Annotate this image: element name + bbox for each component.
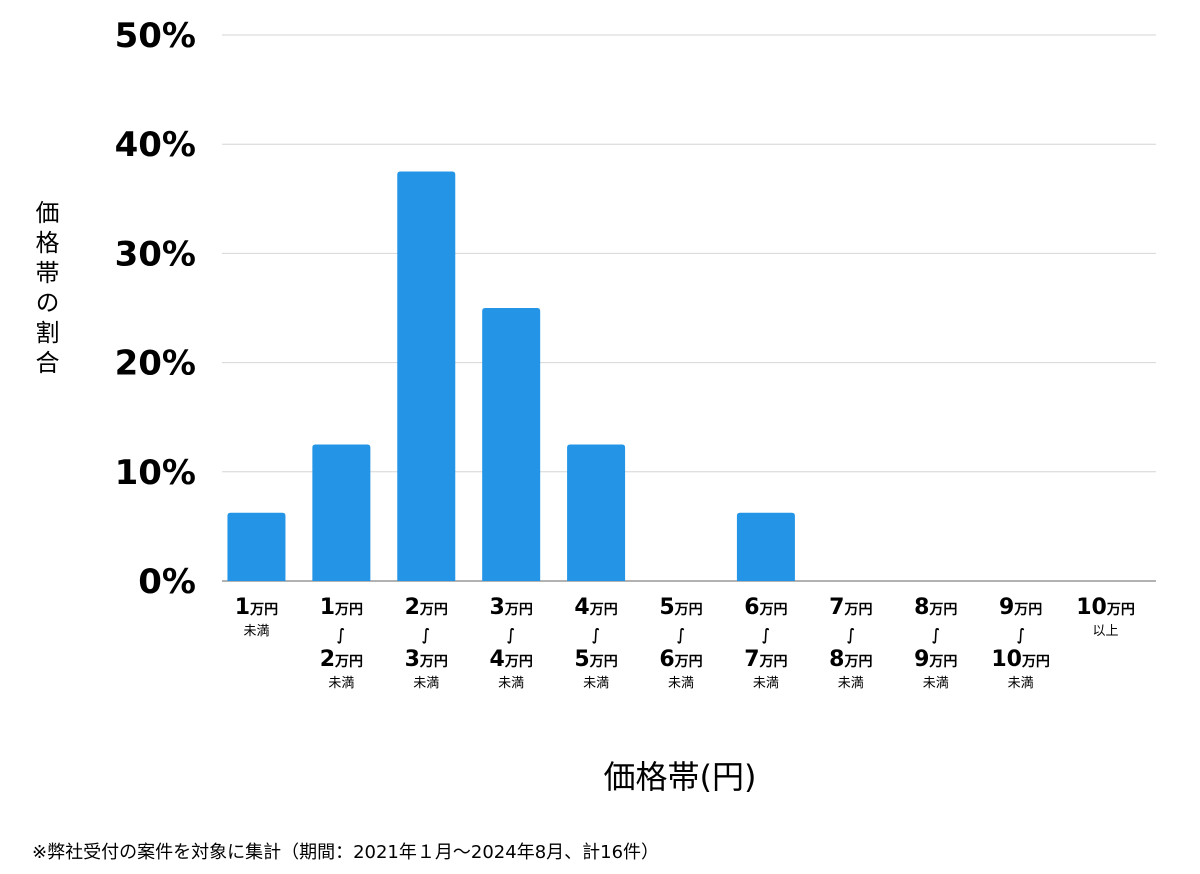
x-tick-price: 1万円 [234,595,279,620]
x-tick-price: 4万円 [574,595,618,620]
bar [567,444,626,581]
range-separator: ∫ [337,625,346,644]
x-tick-label: 1万円 ∫ 2万円未満 [296,594,386,692]
y-tick-label: 0% [138,562,196,602]
x-tick-label: 5万円 ∫ 6万円未満 [636,594,726,692]
x-tick-price: 7万円 [829,595,873,620]
range-separator: ∫ [592,625,600,644]
x-tick-price: 2万円 [404,595,448,620]
bar [482,308,541,581]
range-separator: ∫ [931,625,940,644]
y-tick-label: 40% [115,125,196,165]
x-tick-price: 6万円 [659,647,703,672]
range-separator: ∫ [846,625,855,644]
x-tick-suffix: 未満 [243,624,270,639]
x-tick-price: 5万円 [574,647,618,672]
x-tick-label: 2万円 ∫ 3万円未満 [381,594,471,692]
footnote: ※弊社受付の案件を対象に集計（期間：2021年１月～2024年8月、計16件） [32,842,660,863]
x-tick-suffix: 以上 [1092,624,1119,639]
x-tick-suffix: 未満 [583,676,610,691]
range-separator: ∫ [507,625,516,644]
x-tick-suffix: 未満 [752,676,779,691]
y-tick-label: 10% [115,453,196,493]
x-tick-label: 3万円 ∫ 4万円未満 [466,594,556,692]
x-tick-label: 10万円以上 [1061,594,1151,640]
x-tick-price: 4万円 [489,647,533,672]
x-tick-price: 7万円 [744,647,788,672]
y-tick-label: 30% [115,234,196,274]
x-tick-label: 1万円未満 [211,594,301,640]
x-tick-price: 6万円 [744,595,788,620]
y-tick-label: 50% [115,16,196,56]
bar [397,171,456,581]
y-axis-label: 価格帯の割合 [31,200,59,380]
bar [227,512,286,581]
x-tick-price: 2万円 [319,647,364,672]
range-separator: ∫ [1016,625,1025,644]
range-separator: ∫ [677,625,685,644]
range-separator: ∫ [761,625,770,644]
x-tick-price: 5万円 [659,595,703,620]
bar [312,444,371,581]
y-tick-label: 20% [115,344,196,384]
x-tick-price: 1万円 [319,595,364,620]
x-tick-label: 8万円 ∫ 9万円未満 [891,594,981,692]
x-tick-suffix: 未満 [922,676,949,691]
x-tick-label: 7万円 ∫ 8万円未満 [806,594,896,692]
x-tick-suffix: 未満 [498,676,525,691]
x-tick-price: 3万円 [404,647,448,672]
x-tick-price: 9万円 [914,647,958,672]
x-tick-suffix: 未満 [413,676,440,691]
x-tick-price: 8万円 [914,595,958,620]
x-tick-price: 3万円 [489,595,533,620]
x-tick-suffix: 未満 [667,676,694,691]
bar [736,512,795,581]
range-separator: ∫ [422,625,431,644]
x-tick-label: 4万円 ∫ 5万円未満 [551,594,641,692]
x-tick-suffix: 未満 [837,676,864,691]
x-tick-label: 9万円 ∫ 10万円未満 [976,594,1066,692]
x-tick-suffix: 未満 [1007,676,1034,691]
x-tick-suffix: 未満 [328,676,355,691]
x-tick-price: 8万円 [829,647,873,672]
x-tick-price: 10万円 [991,647,1050,672]
x-tick-price: 10万円 [1076,595,1135,620]
x-axis-label: 価格帯(円) [603,758,757,796]
x-tick-price: 9万円 [998,595,1043,620]
x-tick-label: 6万円 ∫ 7万円未満 [721,594,811,692]
